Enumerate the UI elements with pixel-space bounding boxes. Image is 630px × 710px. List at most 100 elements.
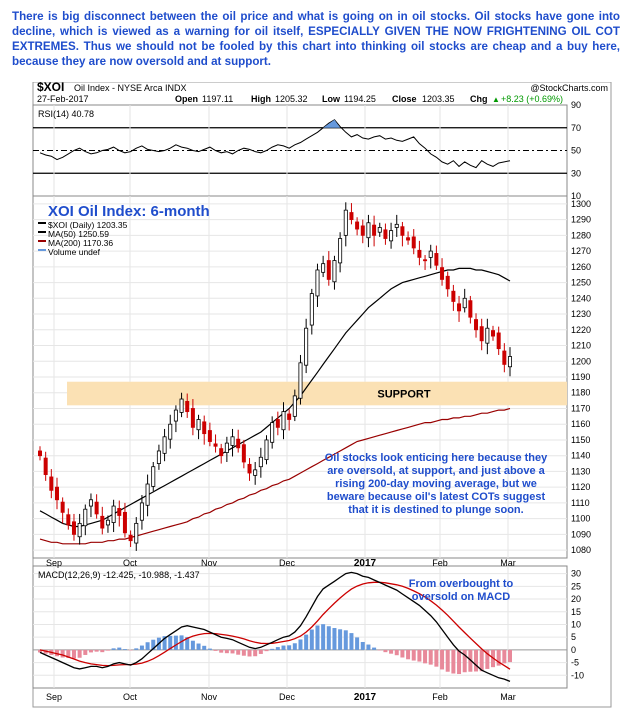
- macd-histogram-bar: [394, 649, 399, 656]
- candle-body: [411, 236, 416, 249]
- macd-histogram-bar: [162, 636, 167, 650]
- rsi-panel: 10 30 50 70 90 RSI(14) 40.78: [32, 100, 581, 201]
- macd-line: [39, 571, 511, 683]
- candle-body: [338, 238, 343, 264]
- macd-histogram-bar: [253, 649, 258, 657]
- header-close-label: Close: [392, 94, 417, 104]
- candle-body: [292, 395, 297, 417]
- macd-histogram-bar: [315, 625, 320, 650]
- macd-histogram-bar: [190, 640, 195, 650]
- macd-histogram-bar: [179, 635, 184, 650]
- price-x-label: Oct: [123, 558, 138, 568]
- macd-x-label: Dec: [279, 692, 296, 702]
- macd-x-label: Sep: [46, 692, 62, 702]
- macd-histogram-bar: [207, 648, 212, 650]
- rsi-tick-label: 50: [571, 146, 581, 156]
- candle-body: [60, 501, 65, 513]
- candle-body: [349, 212, 354, 221]
- candle-body: [321, 263, 326, 273]
- macd-histogram-bar: [83, 649, 88, 655]
- macd-histogram-bar: [440, 649, 445, 670]
- macd-histogram-bar: [428, 649, 433, 665]
- header-chg: +8.23 (+0.69%): [501, 94, 563, 104]
- macd-histogram-bar: [304, 634, 309, 650]
- macd-histogram-bar: [185, 637, 190, 650]
- price-tick-label: 1300: [571, 199, 591, 209]
- candle-body: [400, 226, 405, 236]
- candle-body: [94, 501, 99, 515]
- candle-body: [281, 411, 286, 431]
- macd-x-label: Mar: [500, 692, 516, 702]
- macd-histogram-bar: [321, 624, 326, 650]
- macd-histogram-bar: [264, 649, 269, 652]
- macd-histogram-bar: [111, 648, 116, 650]
- candle-body: [377, 227, 382, 233]
- macd-signal-line: [39, 581, 511, 670]
- macd-histogram-bar: [122, 649, 127, 650]
- candle-body: [173, 409, 178, 422]
- macd-histogram-bar: [417, 649, 422, 662]
- price-tick-label: 1220: [571, 325, 591, 335]
- macd-histogram-bar: [196, 643, 201, 650]
- candle-body: [258, 456, 263, 468]
- price-tick-label: 1170: [571, 403, 590, 413]
- macd-tick-label: 20: [571, 594, 581, 604]
- price-tick-label: 1260: [571, 262, 591, 272]
- macd-histogram-bar: [474, 649, 479, 672]
- macd-tick-label: -5: [571, 658, 579, 668]
- macd-histogram-bar: [105, 649, 110, 651]
- candle-body: [128, 534, 133, 542]
- macd-annotation: From overbought to oversold on MACD: [409, 578, 514, 603]
- rsi-tick-label: 70: [571, 123, 581, 133]
- candle-body: [496, 332, 501, 350]
- price-tick-label: 1280: [571, 230, 591, 240]
- header-low: 1194.25: [344, 94, 376, 104]
- candle-body: [230, 436, 235, 446]
- macd-histogram-bar: [117, 647, 122, 650]
- macd-histogram-bar: [383, 649, 388, 653]
- candle-body: [134, 522, 139, 544]
- macd-histogram-bar: [168, 635, 173, 650]
- candle-body: [485, 327, 490, 344]
- header-chg-arrow: ▲: [492, 95, 500, 104]
- candle-body: [275, 419, 280, 428]
- price-x-label: Feb: [432, 558, 448, 568]
- ma200-line: [39, 407, 511, 545]
- macd-histogram-bar: [258, 649, 263, 654]
- macd-histogram-bar: [411, 649, 416, 661]
- candle-body: [394, 223, 399, 228]
- price-tick-label: 1290: [571, 215, 591, 225]
- macd-histogram-bar: [241, 649, 246, 656]
- header-low-label: Low: [322, 94, 341, 104]
- macd-histogram-bar: [349, 633, 354, 650]
- macd-histogram-bar: [151, 639, 156, 650]
- stock-chart: $XOI Oil Index - NYSE Arca INDX @StockCh…: [32, 82, 612, 708]
- candle-body: [168, 423, 173, 440]
- candle-body: [355, 221, 360, 230]
- candle-body: [145, 483, 150, 506]
- support-band: [67, 381, 567, 406]
- header-date: 27-Feb-2017: [37, 94, 89, 104]
- macd-histogram-bar: [236, 649, 241, 655]
- candle-body: [151, 466, 156, 487]
- candle-body: [162, 436, 167, 454]
- macd-histogram-bar: [230, 649, 235, 654]
- candle-body: [213, 443, 218, 447]
- rsi-title: RSI(14) 40.78: [38, 109, 94, 119]
- legend-entry: $XOI (Daily) 1203.35: [48, 220, 128, 230]
- macd-histogram-bar: [406, 649, 411, 660]
- price-tick-label: 1140: [571, 451, 590, 461]
- legend-swatch: [38, 240, 46, 242]
- macd-histogram-bar: [355, 637, 360, 650]
- candle-body: [428, 250, 433, 258]
- legend-entry: MA(50) 1250.59: [48, 229, 109, 239]
- price-x-label: Sep: [46, 558, 62, 568]
- price-x-label: Dec: [279, 558, 296, 568]
- macd-histogram-bar: [77, 649, 82, 658]
- macd-histogram-bar: [202, 645, 207, 650]
- macd-histogram-bar: [434, 649, 439, 667]
- candle-body: [54, 486, 59, 501]
- candle-body: [332, 260, 337, 283]
- candle-body: [241, 444, 246, 463]
- rsi-tick-label: 10: [571, 191, 581, 201]
